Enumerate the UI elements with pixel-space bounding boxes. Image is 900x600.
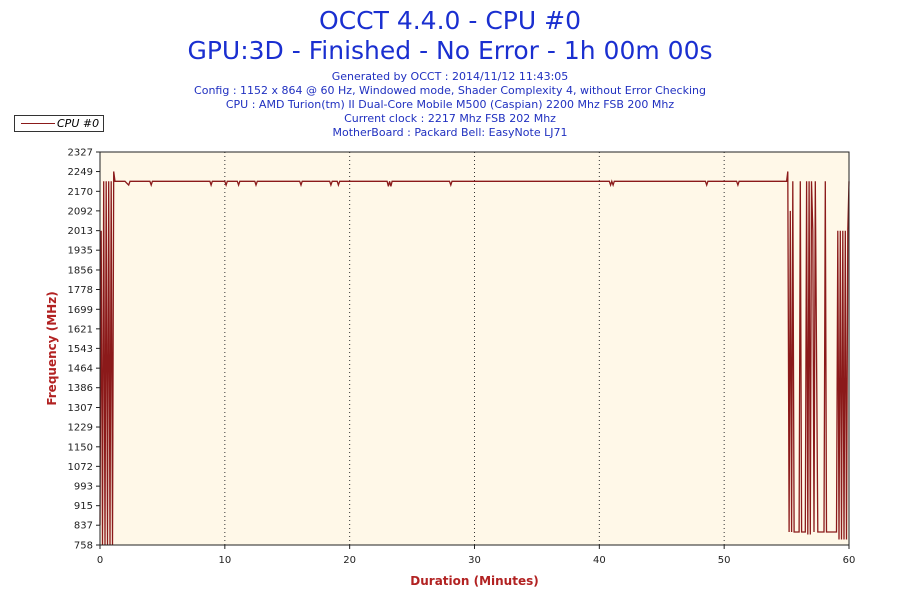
y-tick-label: 1856 [68, 265, 93, 276]
x-tick-label: 60 [843, 555, 856, 566]
x-axis-title: Duration (Minutes) [410, 574, 538, 588]
chart-title: OCCT 4.4.0 - CPU #0 [319, 6, 581, 35]
y-tick-label: 1229 [68, 423, 93, 434]
y-tick-label: 2249 [68, 167, 93, 178]
y-tick-label: 1464 [68, 364, 93, 375]
legend-swatch [21, 123, 55, 124]
y-tick-label: 1778 [68, 285, 93, 296]
legend-label: CPU #0 [57, 117, 100, 130]
y-tick-label: 2327 [68, 148, 93, 159]
y-tick-label: 1307 [68, 403, 93, 414]
chart-subtitle: GPU:3D - Finished - No Error - 1h 00m 00… [187, 36, 713, 65]
y-tick-label: 1699 [68, 305, 93, 316]
x-tick-label: 30 [468, 555, 481, 566]
y-tick-label: 1386 [68, 383, 93, 394]
y-tick-label: 1150 [68, 442, 93, 453]
x-tick-label: 10 [218, 555, 231, 566]
x-tick-label: 0 [97, 555, 103, 566]
info-motherboard: MotherBoard : Packard Bell: EasyNote LJ7… [332, 126, 568, 139]
y-tick-label: 1935 [68, 246, 93, 257]
y-tick-label: 1072 [68, 462, 93, 473]
legend: CPU #0 [14, 115, 104, 132]
info-cpu: CPU : AMD Turion(tm) II Dual-Core Mobile… [225, 98, 675, 111]
y-tick-label: 1621 [68, 324, 93, 335]
y-tick-label: 993 [74, 482, 93, 493]
info-clock: Current clock : 2217 Mhz FSB 202 Mhz [344, 112, 556, 125]
info-config: Config : 1152 x 864 @ 60 Hz, Windowed mo… [194, 84, 706, 97]
y-tick-label: 758 [74, 541, 93, 552]
y-tick-label: 915 [74, 501, 93, 512]
series-line [99, 171, 850, 546]
y-tick-label: 1543 [68, 344, 93, 355]
y-tick-label: 837 [74, 521, 93, 532]
x-tick-label: 40 [593, 555, 606, 566]
info-generated: Generated by OCCT : 2014/11/12 11:43:05 [331, 70, 569, 83]
y-tick-label: 2170 [68, 187, 93, 198]
y-tick-label: 2092 [68, 206, 93, 217]
y-axis-title: Frequency (MHz) [45, 291, 59, 405]
x-tick-label: 50 [718, 555, 731, 566]
x-tick-label: 20 [343, 555, 356, 566]
y-tick-label: 2013 [68, 226, 93, 237]
